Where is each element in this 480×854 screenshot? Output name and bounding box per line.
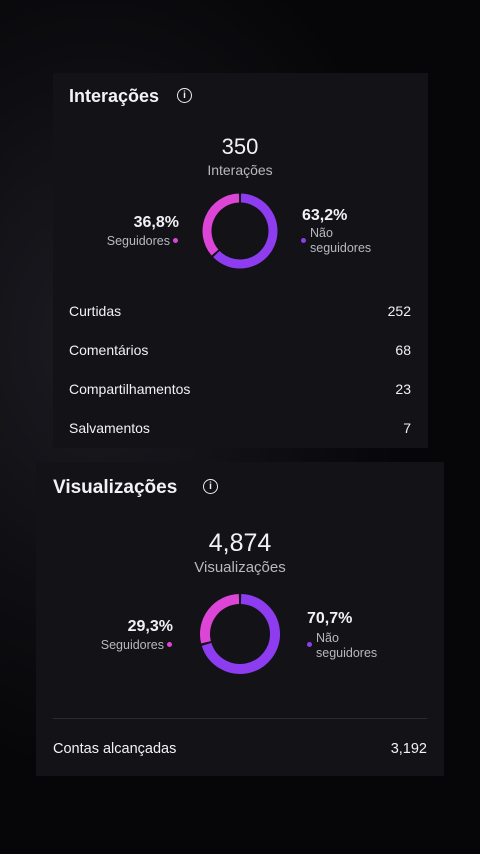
row-value: 3,192 — [390, 741, 427, 757]
legend-dot — [173, 238, 178, 243]
row-label: Contas alcançadas — [53, 741, 177, 757]
segment-name: Não seguidores — [316, 631, 378, 660]
row-label: Salvamentos — [69, 420, 150, 436]
total: 350 — [221, 134, 259, 159]
segment-name: Seguidores — [100, 638, 164, 652]
legend-dot — [167, 642, 172, 647]
card-title: Visualizações — [53, 477, 178, 498]
legend-dot — [301, 238, 306, 243]
row-label: Curtidas — [69, 303, 122, 319]
row-value: 7 — [403, 420, 411, 436]
donut-segment — [213, 193, 278, 269]
legend-dot — [307, 642, 312, 647]
donut-segment — [201, 594, 280, 674]
info-icon[interactable]: i — [177, 88, 192, 103]
donut — [200, 594, 280, 674]
info-icon[interactable]: i — [203, 479, 218, 494]
card-title: Interações — [69, 86, 160, 106]
donut — [202, 193, 278, 269]
row-label: Compartilhamentos — [69, 381, 191, 397]
row-value: 23 — [395, 381, 411, 397]
percent: 70,7% — [307, 610, 353, 627]
percent: 29,3% — [127, 618, 173, 635]
donut-segment — [202, 193, 240, 256]
total-label: Visualizações — [194, 559, 286, 576]
total-label: Interações — [207, 162, 273, 178]
total: 4,874 — [208, 529, 272, 557]
percent: 36,8% — [133, 214, 179, 231]
card — [36, 462, 444, 776]
row-value: 68 — [395, 342, 411, 358]
row-value: 252 — [387, 303, 411, 319]
donut-segment — [200, 594, 240, 644]
row-label: Comentários — [69, 342, 149, 358]
percent: 63,2% — [302, 207, 348, 224]
divider — [53, 718, 427, 719]
segment-name: Não seguidores — [310, 226, 372, 255]
segment-name: Seguidores — [106, 234, 170, 248]
